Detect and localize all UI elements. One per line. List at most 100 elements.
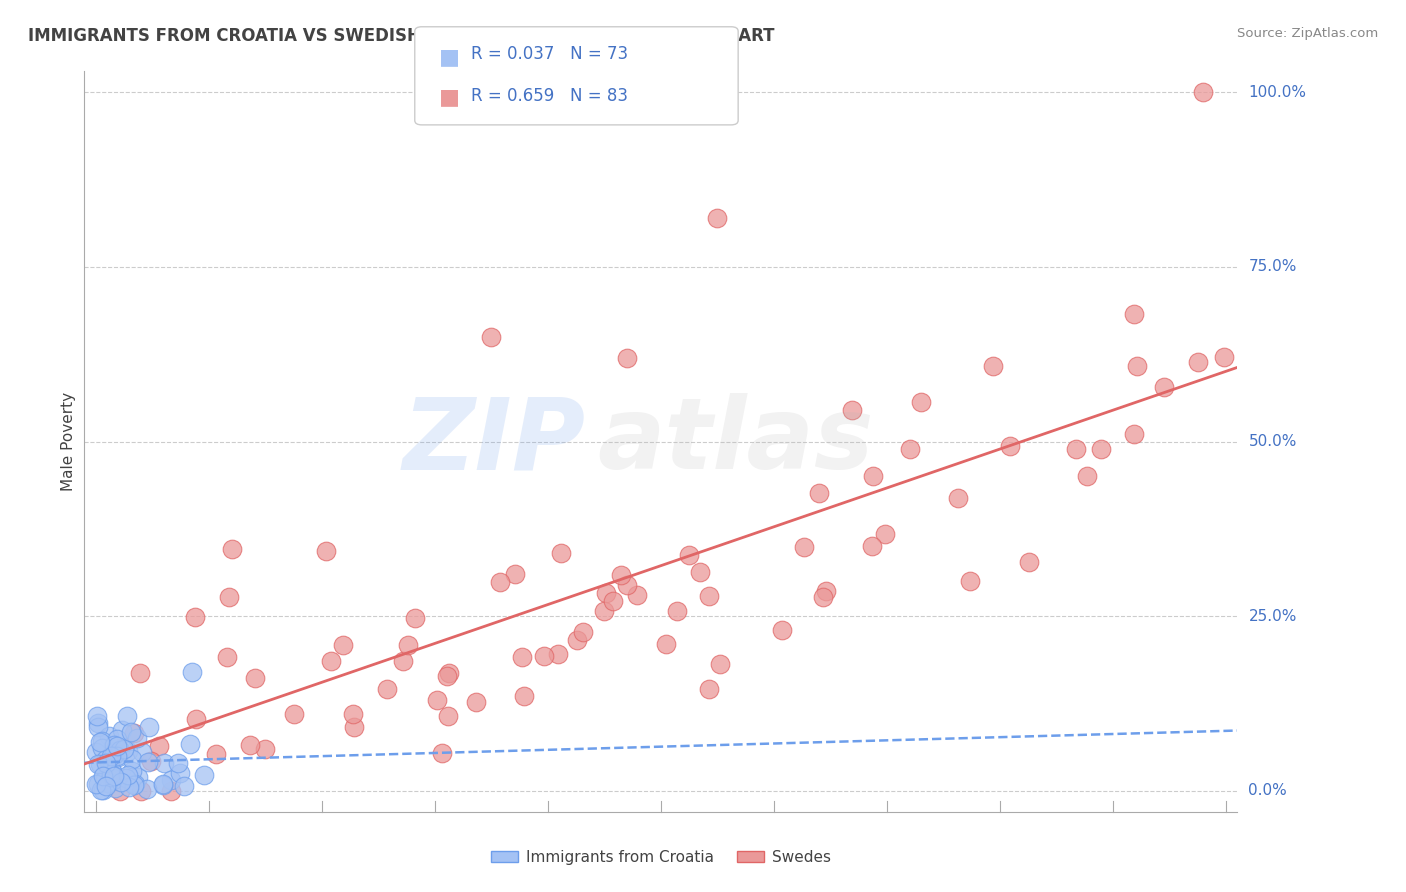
Point — [87, 777, 110, 791]
Point — [998, 439, 1021, 453]
Point — [136, 781, 159, 796]
Point — [97, 755, 120, 769]
Point — [678, 548, 700, 562]
Point — [342, 706, 364, 721]
Text: 25.0%: 25.0% — [1249, 608, 1296, 624]
Point — [91, 783, 114, 797]
Point — [166, 756, 188, 771]
Point — [689, 565, 711, 579]
Point — [1090, 442, 1112, 456]
Point — [981, 359, 1004, 373]
Point — [1126, 359, 1149, 373]
Point — [770, 624, 793, 638]
Point — [110, 723, 132, 737]
Text: ■: ■ — [439, 47, 460, 67]
Point — [245, 671, 267, 685]
Text: atlas: atlas — [598, 393, 875, 490]
Point — [94, 772, 117, 786]
Point — [910, 395, 932, 409]
Point — [115, 771, 138, 785]
Point — [160, 773, 183, 788]
Text: 0.0%: 0.0% — [1249, 783, 1286, 798]
Point — [436, 708, 458, 723]
Point — [103, 766, 125, 780]
Point — [104, 744, 127, 758]
Point — [1076, 468, 1098, 483]
Point — [86, 709, 108, 723]
Point — [138, 720, 160, 734]
Point — [120, 725, 142, 739]
Point — [436, 668, 458, 682]
Text: 50.0%: 50.0% — [1249, 434, 1296, 449]
Point — [152, 756, 174, 770]
Point — [180, 665, 202, 679]
Point — [152, 778, 174, 792]
Point — [815, 583, 838, 598]
Point — [221, 541, 243, 556]
Text: Source: ZipAtlas.com: Source: ZipAtlas.com — [1237, 27, 1378, 40]
Point — [87, 716, 110, 731]
Point — [959, 574, 981, 588]
Point — [97, 761, 120, 775]
Point — [1018, 555, 1040, 569]
Point — [104, 780, 127, 795]
Point — [666, 605, 689, 619]
Point — [131, 784, 153, 798]
Point — [898, 442, 921, 457]
Point — [1213, 351, 1236, 365]
Point — [655, 637, 678, 651]
Point — [503, 566, 526, 581]
Point — [118, 780, 141, 794]
Point — [97, 776, 120, 790]
Point — [512, 649, 534, 664]
Point — [430, 747, 453, 761]
Point — [112, 741, 135, 756]
Point — [101, 746, 124, 760]
Point — [1187, 354, 1209, 368]
Point — [860, 539, 883, 553]
Point — [115, 709, 138, 723]
Point — [332, 638, 354, 652]
Point — [122, 778, 145, 792]
Text: R = 0.659   N = 83: R = 0.659 N = 83 — [471, 87, 628, 105]
Point — [193, 768, 215, 782]
Point — [808, 486, 831, 500]
Point — [121, 764, 143, 778]
Point — [513, 689, 536, 703]
Point — [84, 777, 107, 791]
Point — [125, 731, 148, 745]
Point — [87, 756, 110, 771]
Point — [100, 762, 122, 776]
Point — [139, 754, 162, 768]
Point — [105, 739, 128, 753]
Point — [479, 330, 502, 344]
Point — [706, 211, 728, 225]
Point — [117, 768, 139, 782]
Point — [127, 770, 149, 784]
Point — [610, 568, 633, 582]
Point — [215, 649, 238, 664]
Point — [1192, 85, 1215, 99]
Point — [103, 738, 125, 752]
Point — [159, 784, 181, 798]
Point — [105, 749, 128, 764]
Text: ZIP: ZIP — [404, 393, 586, 490]
Point — [173, 779, 195, 793]
Point — [169, 766, 191, 780]
Point — [86, 720, 108, 734]
Point — [315, 544, 337, 558]
Point — [533, 649, 555, 664]
Point — [626, 588, 648, 602]
Text: ■: ■ — [439, 87, 460, 107]
Point — [94, 779, 117, 793]
Point — [184, 712, 207, 726]
Point — [136, 755, 159, 769]
Point — [101, 773, 124, 788]
Point — [94, 756, 117, 771]
Point — [319, 654, 342, 668]
Point — [90, 783, 112, 797]
Point — [128, 666, 150, 681]
Text: 100.0%: 100.0% — [1249, 85, 1306, 100]
Point — [465, 695, 488, 709]
Point — [391, 654, 413, 668]
